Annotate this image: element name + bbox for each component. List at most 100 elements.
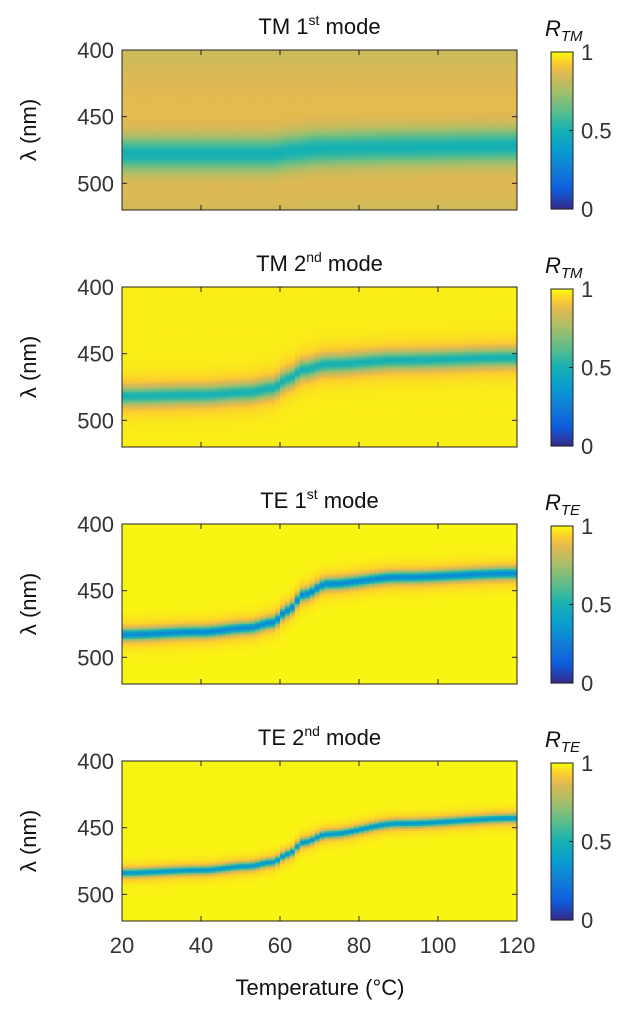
heatmap-cell (146, 140, 153, 143)
heatmap-cell (270, 158, 276, 161)
heatmap-cell (304, 156, 311, 159)
heatmap-cell (245, 193, 251, 196)
heatmap-cell (329, 183, 335, 186)
heatmap-cell (304, 130, 311, 133)
heatmap-cell (240, 201, 247, 204)
heatmap-cell (156, 85, 163, 88)
heatmap-cell (344, 106, 350, 109)
heatmap-cell (230, 111, 237, 114)
heatmap-cell (205, 146, 212, 149)
heatmap-cell (250, 138, 256, 141)
heatmap-cell (131, 85, 138, 88)
heatmap-cell (196, 173, 202, 176)
heatmap-cell (250, 158, 256, 161)
heatmap-cell (186, 108, 192, 111)
heatmap-cell (201, 160, 207, 163)
heatmap-cell (339, 76, 345, 79)
heatmap-cell (339, 60, 345, 63)
heatmap-cell (161, 161, 168, 164)
heatmap-cell (319, 161, 326, 164)
heatmap-cell (324, 120, 330, 123)
heatmap-cell (191, 208, 197, 210)
heatmap-cell (141, 151, 148, 154)
heatmap-cell (161, 156, 168, 159)
heatmap-cell (319, 66, 326, 69)
heatmap-cell (131, 63, 138, 66)
heatmap-cell (260, 195, 266, 198)
heatmap-cell (146, 195, 153, 198)
heatmap-cell (280, 185, 286, 188)
heatmap-cell (146, 188, 153, 191)
heatmap-cell (122, 195, 128, 198)
heatmap-cell (270, 201, 276, 204)
heatmap-cell (329, 55, 335, 58)
heatmap-cell (275, 66, 281, 69)
heatmap-cell (368, 161, 375, 164)
heatmap-cell (319, 58, 326, 61)
heatmap-cell (201, 121, 207, 124)
heatmap-cell (255, 51, 261, 54)
heatmap-cell (289, 141, 296, 144)
heatmap-cell (136, 83, 143, 86)
heatmap-cell (275, 73, 281, 76)
heatmap-cell (265, 191, 271, 194)
heatmap-cell (344, 178, 350, 181)
heatmap-cell (265, 201, 271, 204)
heatmap-cell (309, 136, 316, 139)
heatmap-cell (156, 148, 163, 151)
heatmap-cell (339, 133, 345, 136)
heatmap-cell (215, 101, 222, 104)
heatmap-cell (299, 115, 306, 118)
heatmap-cell (260, 128, 266, 131)
heatmap-cell (354, 65, 360, 68)
heatmap-cell (245, 70, 251, 73)
heatmap-cell (349, 76, 355, 79)
heatmap-cell (225, 66, 232, 69)
heatmap-cell (280, 66, 286, 69)
heatmap-cell (191, 100, 197, 103)
heatmap-cell (205, 125, 212, 128)
heatmap-cell (181, 155, 187, 158)
heatmap-cell (270, 70, 276, 73)
heatmap-cell (215, 145, 222, 148)
heatmap-cell (344, 63, 350, 66)
heatmap-cell (260, 96, 266, 99)
heatmap-cell (255, 138, 261, 141)
heatmap-cell (156, 75, 163, 78)
heatmap-cell (349, 80, 355, 83)
heatmap-cell (245, 183, 251, 186)
heatmap-cell (245, 138, 251, 141)
heatmap-cell (186, 173, 192, 176)
heatmap-cell (363, 196, 370, 199)
heatmap-cell (186, 190, 192, 193)
heatmap-cell (368, 76, 375, 79)
heatmap-cell (230, 183, 237, 186)
heatmap-cell (280, 136, 286, 139)
heatmap-cell (166, 50, 172, 53)
heatmap-cell (299, 186, 306, 189)
heatmap-cell (136, 156, 143, 159)
heatmap-cell (235, 133, 242, 136)
heatmap-cell (265, 128, 271, 131)
heatmap-cell (210, 121, 217, 124)
heatmap-cell (191, 185, 197, 188)
heatmap-cell (334, 105, 340, 108)
heatmap-cell (225, 138, 232, 141)
heatmap-cell (196, 198, 202, 201)
heatmap-cell (289, 65, 296, 68)
heatmap-cell (166, 208, 172, 210)
heatmap-cell (126, 118, 133, 121)
heatmap-cell (245, 123, 251, 126)
heatmap-cell (319, 180, 326, 183)
heatmap-cell (314, 85, 321, 88)
heatmap-cell (260, 141, 266, 144)
heatmap-cell (161, 128, 168, 131)
heatmap-cell (319, 205, 326, 208)
heatmap-cell (161, 90, 168, 93)
heatmap-cell (255, 200, 261, 203)
heatmap-cell (131, 161, 138, 164)
heatmap-cell (314, 83, 321, 86)
heatmap-cell (329, 86, 335, 89)
heatmap-cell (260, 201, 266, 204)
heatmap-cell (344, 86, 350, 89)
